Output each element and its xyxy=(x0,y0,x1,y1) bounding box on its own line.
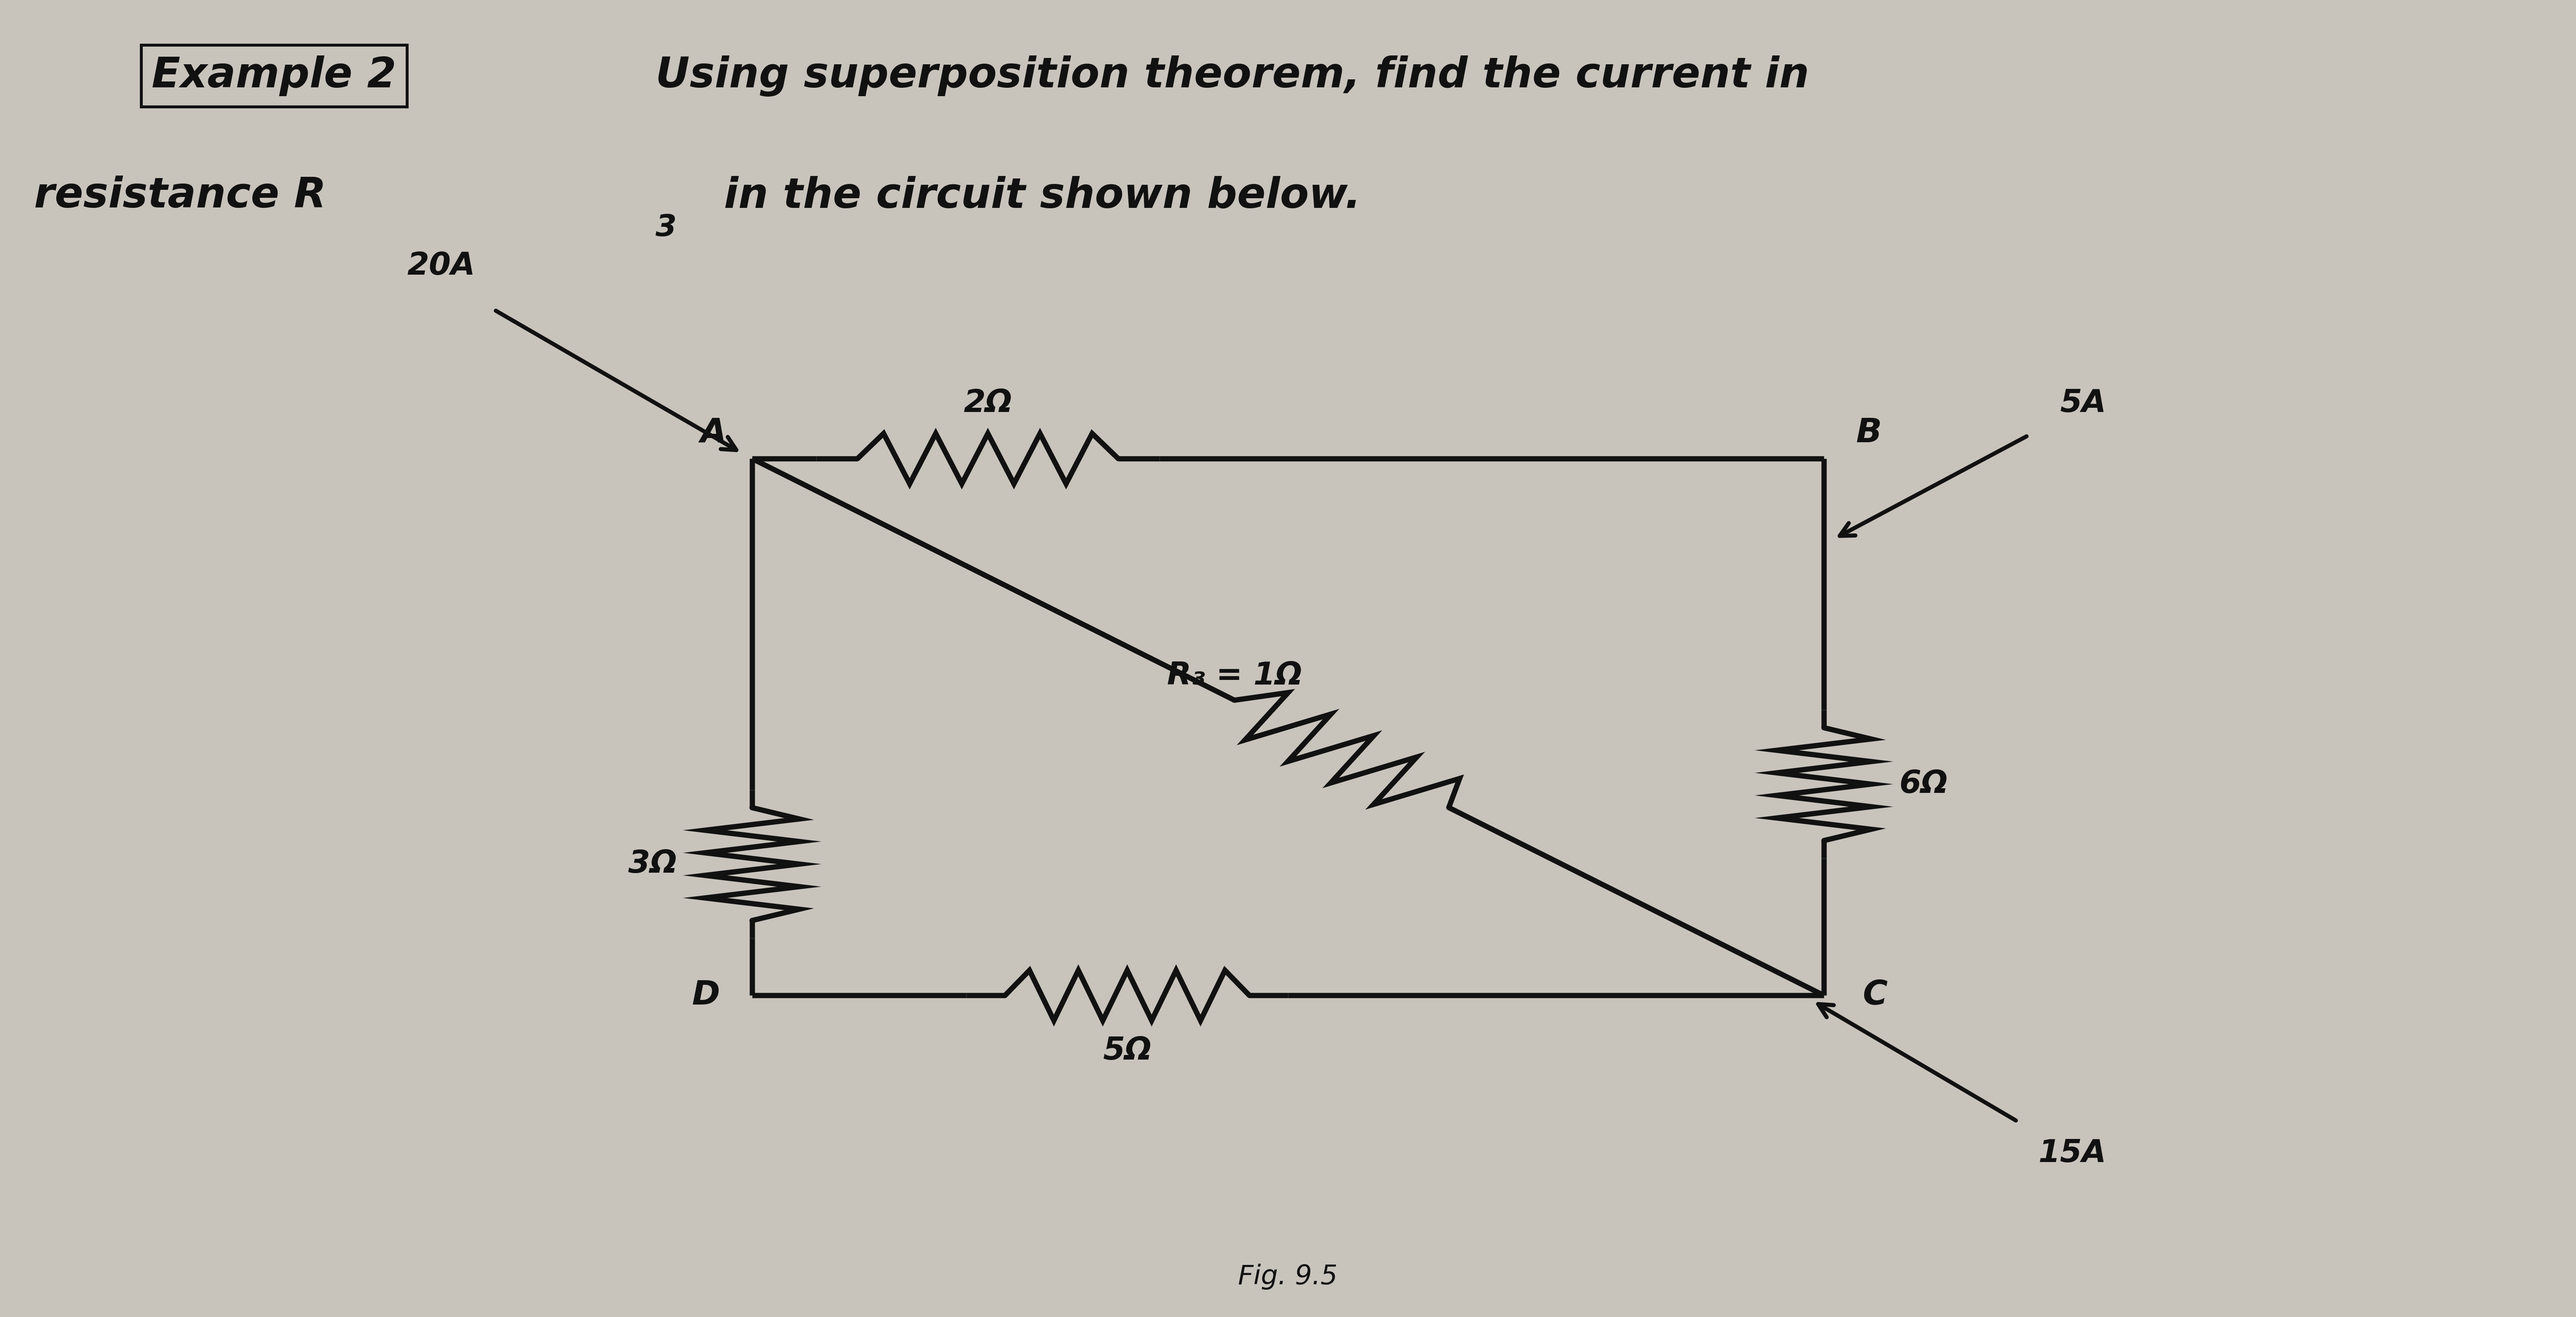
Text: 3Ω: 3Ω xyxy=(629,848,677,880)
Text: C: C xyxy=(1862,979,1888,1011)
Text: B: B xyxy=(1857,416,1883,449)
Text: 15A: 15A xyxy=(2038,1138,2107,1169)
Text: Using superposition theorem, find the current in: Using superposition theorem, find the cu… xyxy=(657,55,1808,96)
Text: 5A: 5A xyxy=(2061,389,2107,419)
Text: D: D xyxy=(693,979,719,1011)
Text: 6Ω: 6Ω xyxy=(1899,769,1947,799)
Text: 2Ω: 2Ω xyxy=(963,389,1012,419)
Text: 3: 3 xyxy=(657,213,677,242)
Text: resistance R: resistance R xyxy=(33,175,327,216)
Text: 5Ω: 5Ω xyxy=(1103,1035,1151,1065)
Text: in the circuit shown below.: in the circuit shown below. xyxy=(708,175,1360,216)
Text: R₃ = 1Ω: R₃ = 1Ω xyxy=(1167,660,1301,691)
Text: Fig. 9.5: Fig. 9.5 xyxy=(1239,1264,1337,1289)
Text: 20A: 20A xyxy=(407,252,477,282)
Text: A: A xyxy=(701,416,726,449)
Text: Example 2: Example 2 xyxy=(152,55,397,96)
